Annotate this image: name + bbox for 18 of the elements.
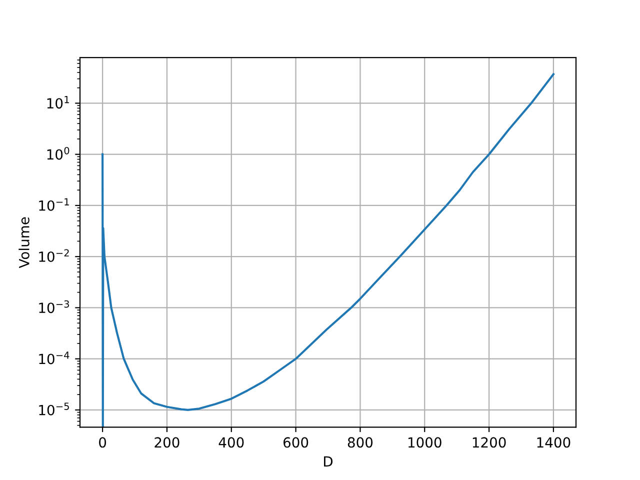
x-tick-label: 400 (218, 437, 244, 448)
line-series (102, 73, 554, 428)
y-axis-title: Volume (18, 217, 30, 268)
y-tick-label: 10$^{−3}$ (39, 300, 69, 314)
x-tick-label: 1200 (472, 437, 506, 448)
y-tick-label: 10$^{0}$ (47, 146, 70, 160)
x-tick-label: 800 (348, 437, 373, 448)
x-tick-label: 1400 (537, 437, 570, 448)
y-tick-label: 10$^{−1}$ (39, 198, 69, 211)
y-tick-label: 10$^{−4}$ (39, 352, 70, 364)
y-tick-label: 10$^{−5}$ (39, 402, 69, 416)
x-tick-label: 1000 (408, 437, 442, 448)
y-tick-label: 10$^{1}$ (47, 96, 69, 109)
x-tick-label: 200 (154, 437, 180, 448)
x-tick-label: 600 (284, 437, 308, 448)
x-tick-label: 0 (99, 437, 106, 448)
x-axis-title: D (324, 456, 333, 466)
y-tick-label: 10$^{−2}$ (39, 249, 69, 262)
